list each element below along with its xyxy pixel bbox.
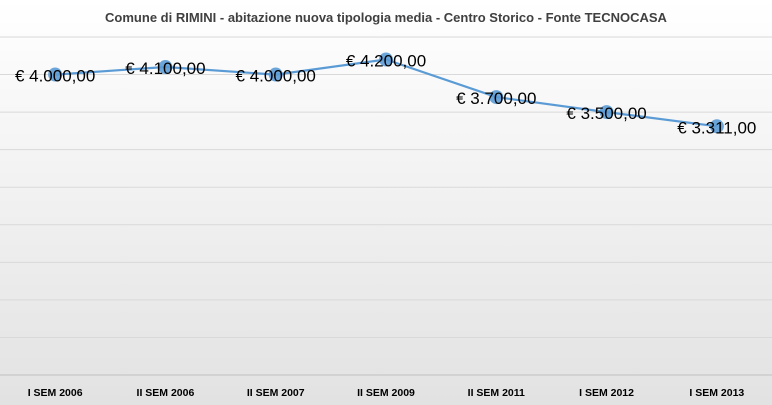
data-label: € 4.000,00 xyxy=(15,67,95,86)
data-point xyxy=(48,67,63,82)
data-label: € 3.500,00 xyxy=(566,104,646,123)
data-label: € 4.000,00 xyxy=(236,67,316,86)
data-point xyxy=(158,60,173,75)
data-point xyxy=(268,67,283,82)
x-tick-label: II SEM 2011 xyxy=(468,387,525,399)
data-point xyxy=(489,90,504,105)
series xyxy=(48,52,724,134)
x-tick-label: I SEM 2006 xyxy=(28,387,83,399)
data-point xyxy=(379,52,393,67)
data-label: € 4.200,00 xyxy=(346,52,426,71)
x-tick-label: II SEM 2007 xyxy=(247,387,305,399)
chart-title: Comune di RIMINI - abitazione nuova tipo… xyxy=(105,10,668,25)
x-tick-label: II SEM 2009 xyxy=(357,387,415,399)
x-tick-label: II SEM 2006 xyxy=(137,387,195,399)
data-labels: € 4.000,00 € 4.100,00 € 4.000,00 € 4.200,00… xyxy=(15,52,756,138)
data-label: € 3.311,00 xyxy=(677,118,756,137)
x-axis: I SEM 2006 II SEM 2006 II SEM 2007 II SEM 2… xyxy=(28,387,745,399)
data-point xyxy=(709,119,724,134)
gridlines xyxy=(0,36,772,376)
data-label: € 4.100,00 xyxy=(125,59,205,78)
x-tick-label: I SEM 2012 xyxy=(579,387,634,399)
x-tick-label: I SEM 2013 xyxy=(689,387,744,399)
data-label: € 3.700,00 xyxy=(456,89,536,108)
data-point xyxy=(599,105,614,120)
